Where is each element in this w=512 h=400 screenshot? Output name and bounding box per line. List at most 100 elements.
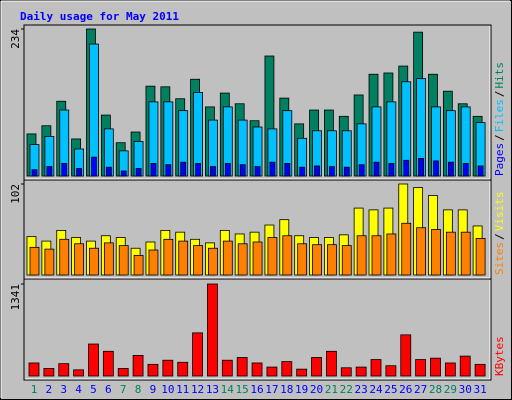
bar: [314, 165, 320, 177]
legend-entry: Hits: [493, 62, 506, 89]
x-tick-label: 6: [105, 383, 112, 396]
x-tick-label: 27: [414, 383, 427, 396]
bar: [237, 243, 248, 276]
bar: [163, 238, 174, 276]
bar: [385, 365, 397, 377]
x-tick-label: 3: [60, 383, 67, 396]
bar: [326, 244, 337, 276]
x-tick-label: 16: [250, 383, 263, 396]
bar: [447, 161, 454, 177]
bar: [192, 332, 203, 377]
bar: [325, 350, 337, 377]
bar: [358, 164, 365, 177]
bar: [400, 334, 412, 377]
x-tick-label: 17: [265, 383, 278, 396]
bar: [239, 164, 246, 177]
legend-entry: Visits: [493, 192, 506, 232]
bar: [133, 254, 144, 276]
bar: [370, 359, 382, 377]
bar: [418, 158, 425, 177]
x-tick-label: 26: [399, 383, 412, 396]
bar: [416, 227, 427, 276]
y-tick-label: 1341: [9, 284, 22, 311]
legend-entry: Pages: [493, 143, 506, 176]
bar: [371, 235, 382, 276]
bar: [252, 241, 263, 276]
bar: [105, 166, 112, 177]
x-tick-label: 15: [236, 383, 249, 396]
bar: [162, 359, 174, 377]
bar: [135, 168, 142, 177]
legend-entry: Sites: [493, 242, 506, 275]
bar: [74, 243, 85, 276]
bar: [59, 238, 70, 276]
legend: KBytes: [493, 336, 506, 376]
bar: [474, 363, 486, 377]
x-tick-label: 1: [31, 383, 38, 396]
bar: [208, 247, 218, 276]
bar: [88, 343, 99, 377]
x-tick-label: 14: [221, 383, 235, 396]
bar: [430, 357, 441, 377]
bar: [312, 244, 322, 276]
x-tick-label: 7: [120, 383, 127, 396]
bar: [355, 366, 367, 377]
bar: [28, 362, 40, 377]
bar: [462, 163, 469, 177]
bar: [475, 238, 486, 276]
bar: [210, 166, 216, 177]
legend: Sites /Visits: [493, 192, 506, 276]
bar: [433, 160, 439, 177]
bar: [282, 235, 293, 276]
bar: [147, 363, 159, 377]
x-tick-label: 29: [444, 383, 457, 396]
legend-entry: KBytes: [493, 336, 506, 376]
bar: [89, 247, 99, 276]
bar: [297, 243, 308, 276]
bar: [76, 168, 83, 177]
x-tick-label: 11: [176, 383, 189, 396]
bar: [477, 165, 484, 177]
bar: [386, 233, 397, 276]
x-tick-label: 24: [369, 383, 383, 396]
bar: [91, 156, 97, 177]
bar: [102, 350, 114, 377]
bar: [340, 367, 352, 377]
y-tick-label: 102: [9, 184, 22, 204]
bar: [180, 161, 187, 177]
bar: [356, 235, 367, 276]
bar: [46, 166, 53, 177]
legend-entry: Files: [493, 99, 506, 132]
legend: Pages/Files/Hits: [493, 62, 506, 176]
bar: [388, 163, 395, 177]
bar: [178, 240, 189, 276]
bar: [251, 362, 263, 377]
bar: [118, 245, 129, 276]
bar: [328, 166, 335, 177]
bar: [221, 359, 233, 377]
bar: [401, 222, 412, 276]
bar: [460, 231, 471, 276]
x-tick-label: 12: [191, 383, 204, 396]
x-tick-label: 21: [325, 383, 338, 396]
bar: [403, 159, 410, 177]
bar: [444, 362, 456, 377]
bar: [195, 163, 201, 177]
x-tick-label: 30: [459, 383, 472, 396]
bar: [44, 248, 55, 276]
bar: [343, 166, 350, 177]
bar: [431, 229, 441, 276]
bar: [31, 169, 38, 177]
chart-title: Daily usage for May 2011: [20, 10, 179, 23]
bar: [415, 359, 427, 377]
bar: [236, 357, 248, 377]
bar: [284, 163, 291, 177]
x-tick-label: 13: [206, 383, 219, 396]
bar: [61, 163, 68, 177]
bar: [43, 368, 55, 377]
x-tick-label: 22: [340, 383, 353, 396]
x-tick-label: 25: [384, 383, 397, 396]
x-tick-label: 8: [135, 383, 142, 396]
x-tick-label: 2: [46, 383, 53, 396]
